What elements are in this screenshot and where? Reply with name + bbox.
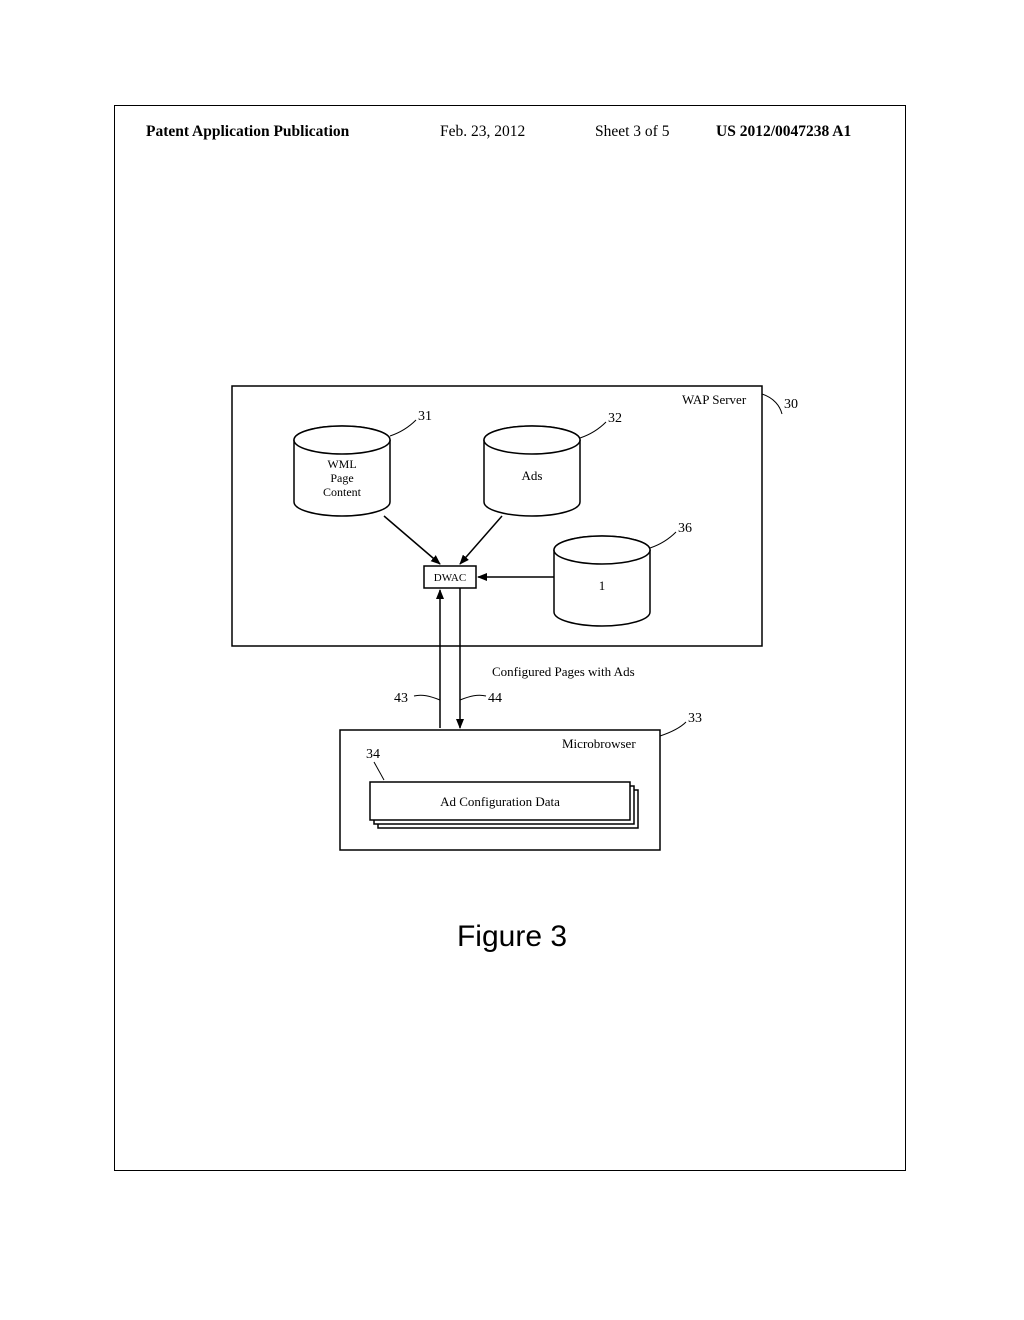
svg-text:Page: Page (330, 471, 353, 485)
svg-text:WML: WML (327, 457, 356, 471)
ref-36: 36 (678, 521, 692, 536)
configured-pages-label: Configured Pages with Ads (492, 664, 635, 679)
svg-text:Ads: Ads (522, 468, 543, 483)
svg-text:1: 1 (599, 578, 606, 593)
svg-text:Content: Content (323, 485, 362, 499)
ref-33: 33 (688, 711, 702, 726)
microbrowser-label: Microbrowser (562, 736, 636, 751)
wap-server-box (232, 386, 762, 646)
page: Patent Application Publication Feb. 23, … (0, 0, 1024, 1320)
cyl-1: 1 (554, 536, 650, 626)
ref-44: 44 (488, 691, 502, 706)
cyl-wml: WML Page Content (294, 426, 390, 516)
ref-34: 34 (366, 747, 380, 762)
header-sheet: Sheet 3 of 5 (595, 123, 669, 141)
ref-32: 32 (608, 411, 622, 426)
ad-config-label: Ad Configuration Data (440, 794, 560, 809)
ref-30: 30 (784, 397, 798, 412)
ref-31: 31 (418, 409, 432, 424)
ref-43: 43 (394, 691, 408, 706)
cyl-ads: Ads (484, 426, 580, 516)
dwac-label: DWAC (434, 572, 466, 584)
header-left: Patent Application Publication (146, 123, 349, 141)
header-pubno: US 2012/0047238 A1 (716, 123, 851, 141)
wap-server-label: WAP Server (682, 392, 747, 407)
figure-caption: Figure 3 (0, 920, 1024, 954)
header-date: Feb. 23, 2012 (440, 123, 525, 141)
